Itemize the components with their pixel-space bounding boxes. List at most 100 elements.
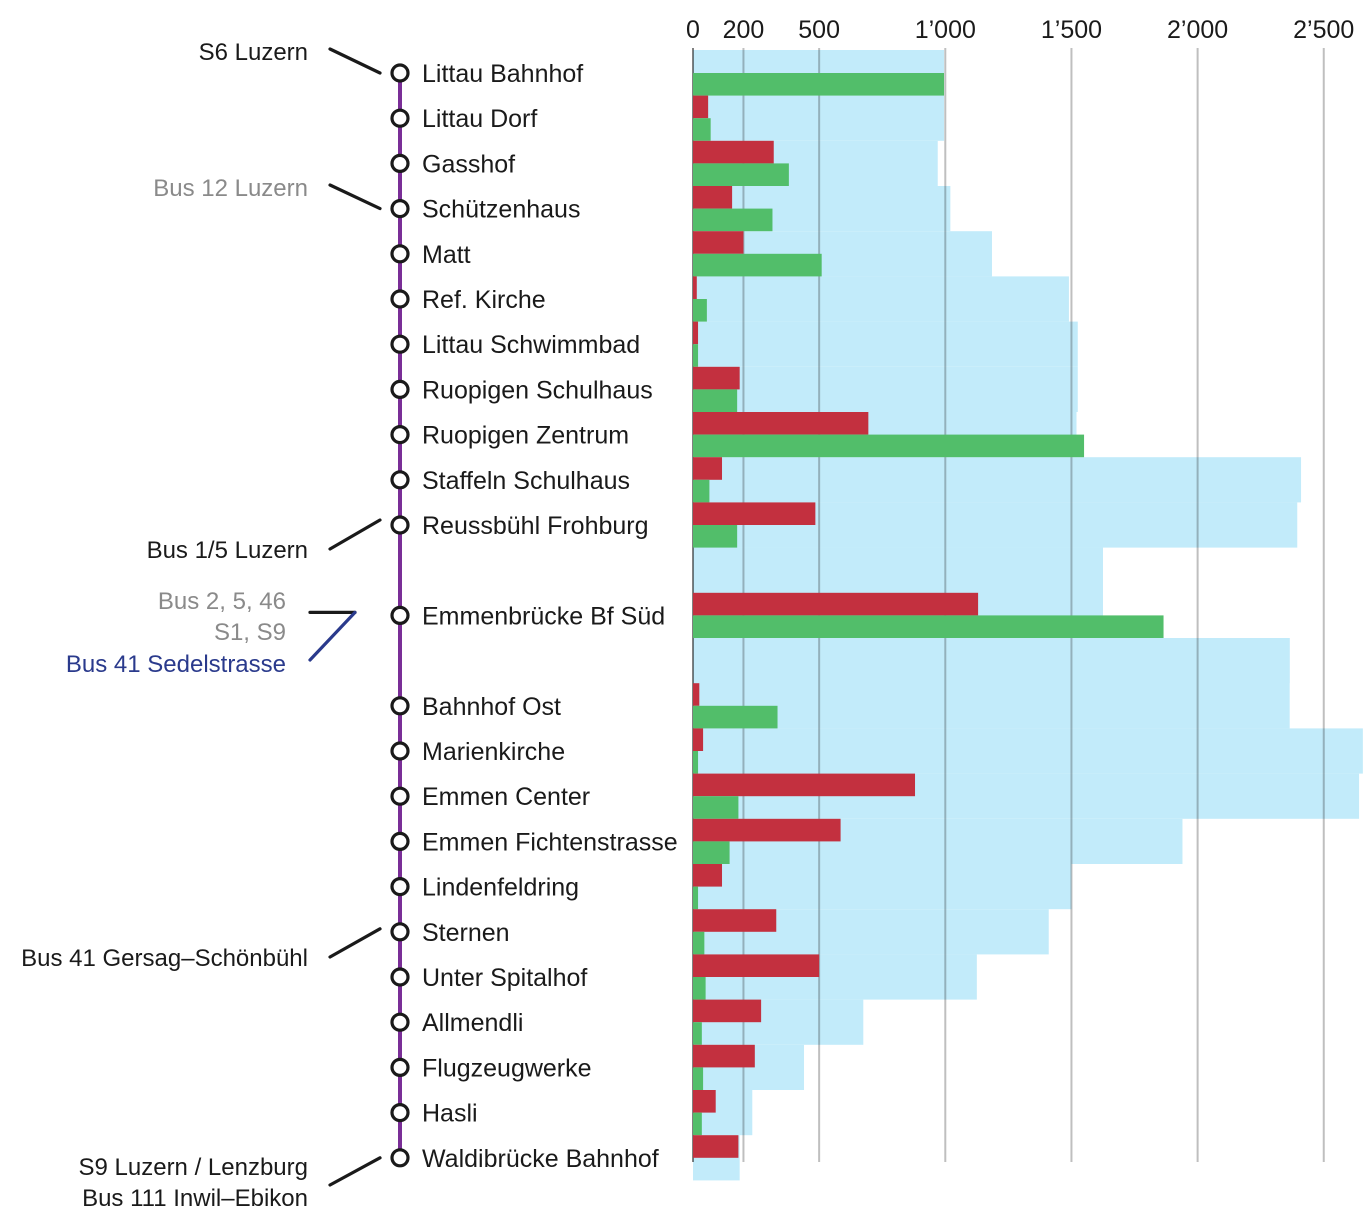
- load-bar: [693, 864, 1072, 910]
- load-bar: [693, 547, 1103, 593]
- alighting-bar: [693, 276, 697, 299]
- x-tick-label: 0: [686, 16, 700, 44]
- boarding-bar: [693, 1067, 704, 1090]
- alighting-bar: [693, 412, 869, 435]
- load-bar: [693, 366, 1078, 412]
- stop-marker: [390, 244, 410, 264]
- stop-marker: [390, 425, 410, 445]
- boarding-bar: [693, 208, 773, 232]
- alighting-bar: [693, 592, 979, 616]
- connection-tick: [328, 927, 382, 959]
- stop-label: Allmendli: [422, 1009, 523, 1037]
- stop-label: Waldibrücke Bahnhof: [422, 1145, 659, 1173]
- x-tick-label: 2’500: [1293, 16, 1354, 44]
- connection-label: Bus 2, 5, 46: [158, 588, 286, 615]
- stop-label: Littau Bahnhof: [422, 60, 583, 88]
- x-tick-label: 200: [723, 16, 765, 44]
- load-bar: [693, 95, 945, 141]
- stop-marker: [390, 741, 410, 761]
- stop-marker: [390, 108, 410, 128]
- connection-label: S1, S9: [214, 619, 286, 646]
- stop-marker: [390, 1148, 410, 1168]
- alighting-bar: [693, 728, 704, 751]
- stop-label: Marienkirche: [422, 738, 565, 766]
- stop-marker: [390, 876, 410, 897]
- stop-marker: [390, 967, 410, 987]
- stop-label: Emmen Center: [422, 783, 590, 811]
- load-bar: [693, 321, 1078, 367]
- stop-label: Flugzeugwerke: [422, 1054, 592, 1082]
- x-tick-label: 1’000: [915, 16, 976, 44]
- stop-label: Sternen: [422, 919, 510, 947]
- connection-label: Bus 1/5 Luzern: [147, 537, 308, 564]
- stop-label: Gasshof: [422, 150, 515, 178]
- load-bar: [693, 638, 1290, 684]
- boarding-bar: [693, 163, 789, 186]
- boarding-bar: [693, 479, 710, 503]
- stop-label: Ruopigen Zentrum: [422, 422, 629, 450]
- connection-tick: [328, 47, 382, 75]
- stop-marker: [390, 786, 410, 806]
- stop-marker: [390, 63, 410, 83]
- connection-tick: [308, 610, 357, 662]
- alighting-bar: [693, 999, 762, 1023]
- alighting-bar: [693, 864, 723, 887]
- load-bar: [693, 457, 1302, 503]
- alighting-bar: [693, 683, 700, 706]
- boarding-bar: [693, 886, 699, 910]
- stop-marker: [390, 515, 410, 535]
- stop-label: Hasli: [422, 1100, 478, 1128]
- boarding-bar: [693, 705, 778, 729]
- x-axis-tick-labels: 0 200 500 1’000 1’500 2’000 2’500: [686, 16, 1354, 44]
- boarding-bar: [693, 389, 738, 412]
- stop-marker: [390, 831, 410, 852]
- load-bar: [693, 276, 1069, 322]
- connection-label: Bus 12 Luzern: [153, 175, 308, 202]
- stop-label: Reussbühl Frohburg: [422, 512, 649, 540]
- alighting-bar: [693, 954, 820, 977]
- boarding-bar: [693, 977, 706, 1000]
- boarding-bar: [693, 841, 730, 864]
- boarding-bar: [693, 525, 738, 548]
- stop-marker: [390, 1012, 410, 1032]
- alighting-bar: [693, 186, 733, 209]
- connection-label: Bus 41 Sedelstrasse: [66, 651, 286, 678]
- boarding-bar: [693, 796, 739, 819]
- stop-marker: [390, 470, 410, 490]
- stop-marker: [390, 153, 410, 173]
- stop-label: Matt: [422, 241, 471, 269]
- stop-label: Unter Spitalhof: [422, 964, 587, 992]
- stop-label: Schützenhaus: [422, 196, 580, 224]
- stop-label: Ruopigen Schulhaus: [422, 376, 653, 404]
- x-tick-label: 2’000: [1167, 16, 1228, 44]
- alighting-bar: [693, 366, 740, 390]
- connection-label: Bus 111 Inwil–Ebikon: [82, 1185, 308, 1212]
- stop-marker: [390, 696, 410, 716]
- alighting-bar: [693, 231, 744, 254]
- stop-marker: [390, 379, 410, 399]
- connection-tick: [328, 1156, 382, 1187]
- alighting-bar: [693, 773, 916, 797]
- stop-marker: [390, 289, 410, 309]
- stop-marker: [390, 1102, 410, 1123]
- boarding-bar: [693, 253, 822, 277]
- alighting-bar: [693, 457, 723, 480]
- alighting-bar: [693, 502, 816, 525]
- x-tick-label: 1’500: [1041, 16, 1102, 44]
- boarding-alighting-bars: [693, 73, 1164, 1158]
- stop-label: Littau Dorf: [422, 105, 537, 133]
- alighting-bar: [693, 818, 841, 842]
- stop-label: Emmen Fichtenstrasse: [422, 828, 678, 856]
- boarding-bar: [693, 344, 699, 367]
- connection-tick: [328, 518, 382, 551]
- stop-label: Bahnhof Ost: [422, 693, 561, 721]
- alighting-bar: [693, 1090, 716, 1113]
- connection-label: S9 Luzern / Lenzburg: [79, 1154, 309, 1181]
- alighting-bar: [693, 1044, 755, 1068]
- alighting-bar: [693, 321, 699, 345]
- boarding-bar: [693, 1112, 702, 1136]
- alighting-bar: [693, 140, 774, 164]
- connection-label: Bus 41 Gersag–Schönbühl: [21, 945, 308, 972]
- alighting-bar: [693, 909, 777, 932]
